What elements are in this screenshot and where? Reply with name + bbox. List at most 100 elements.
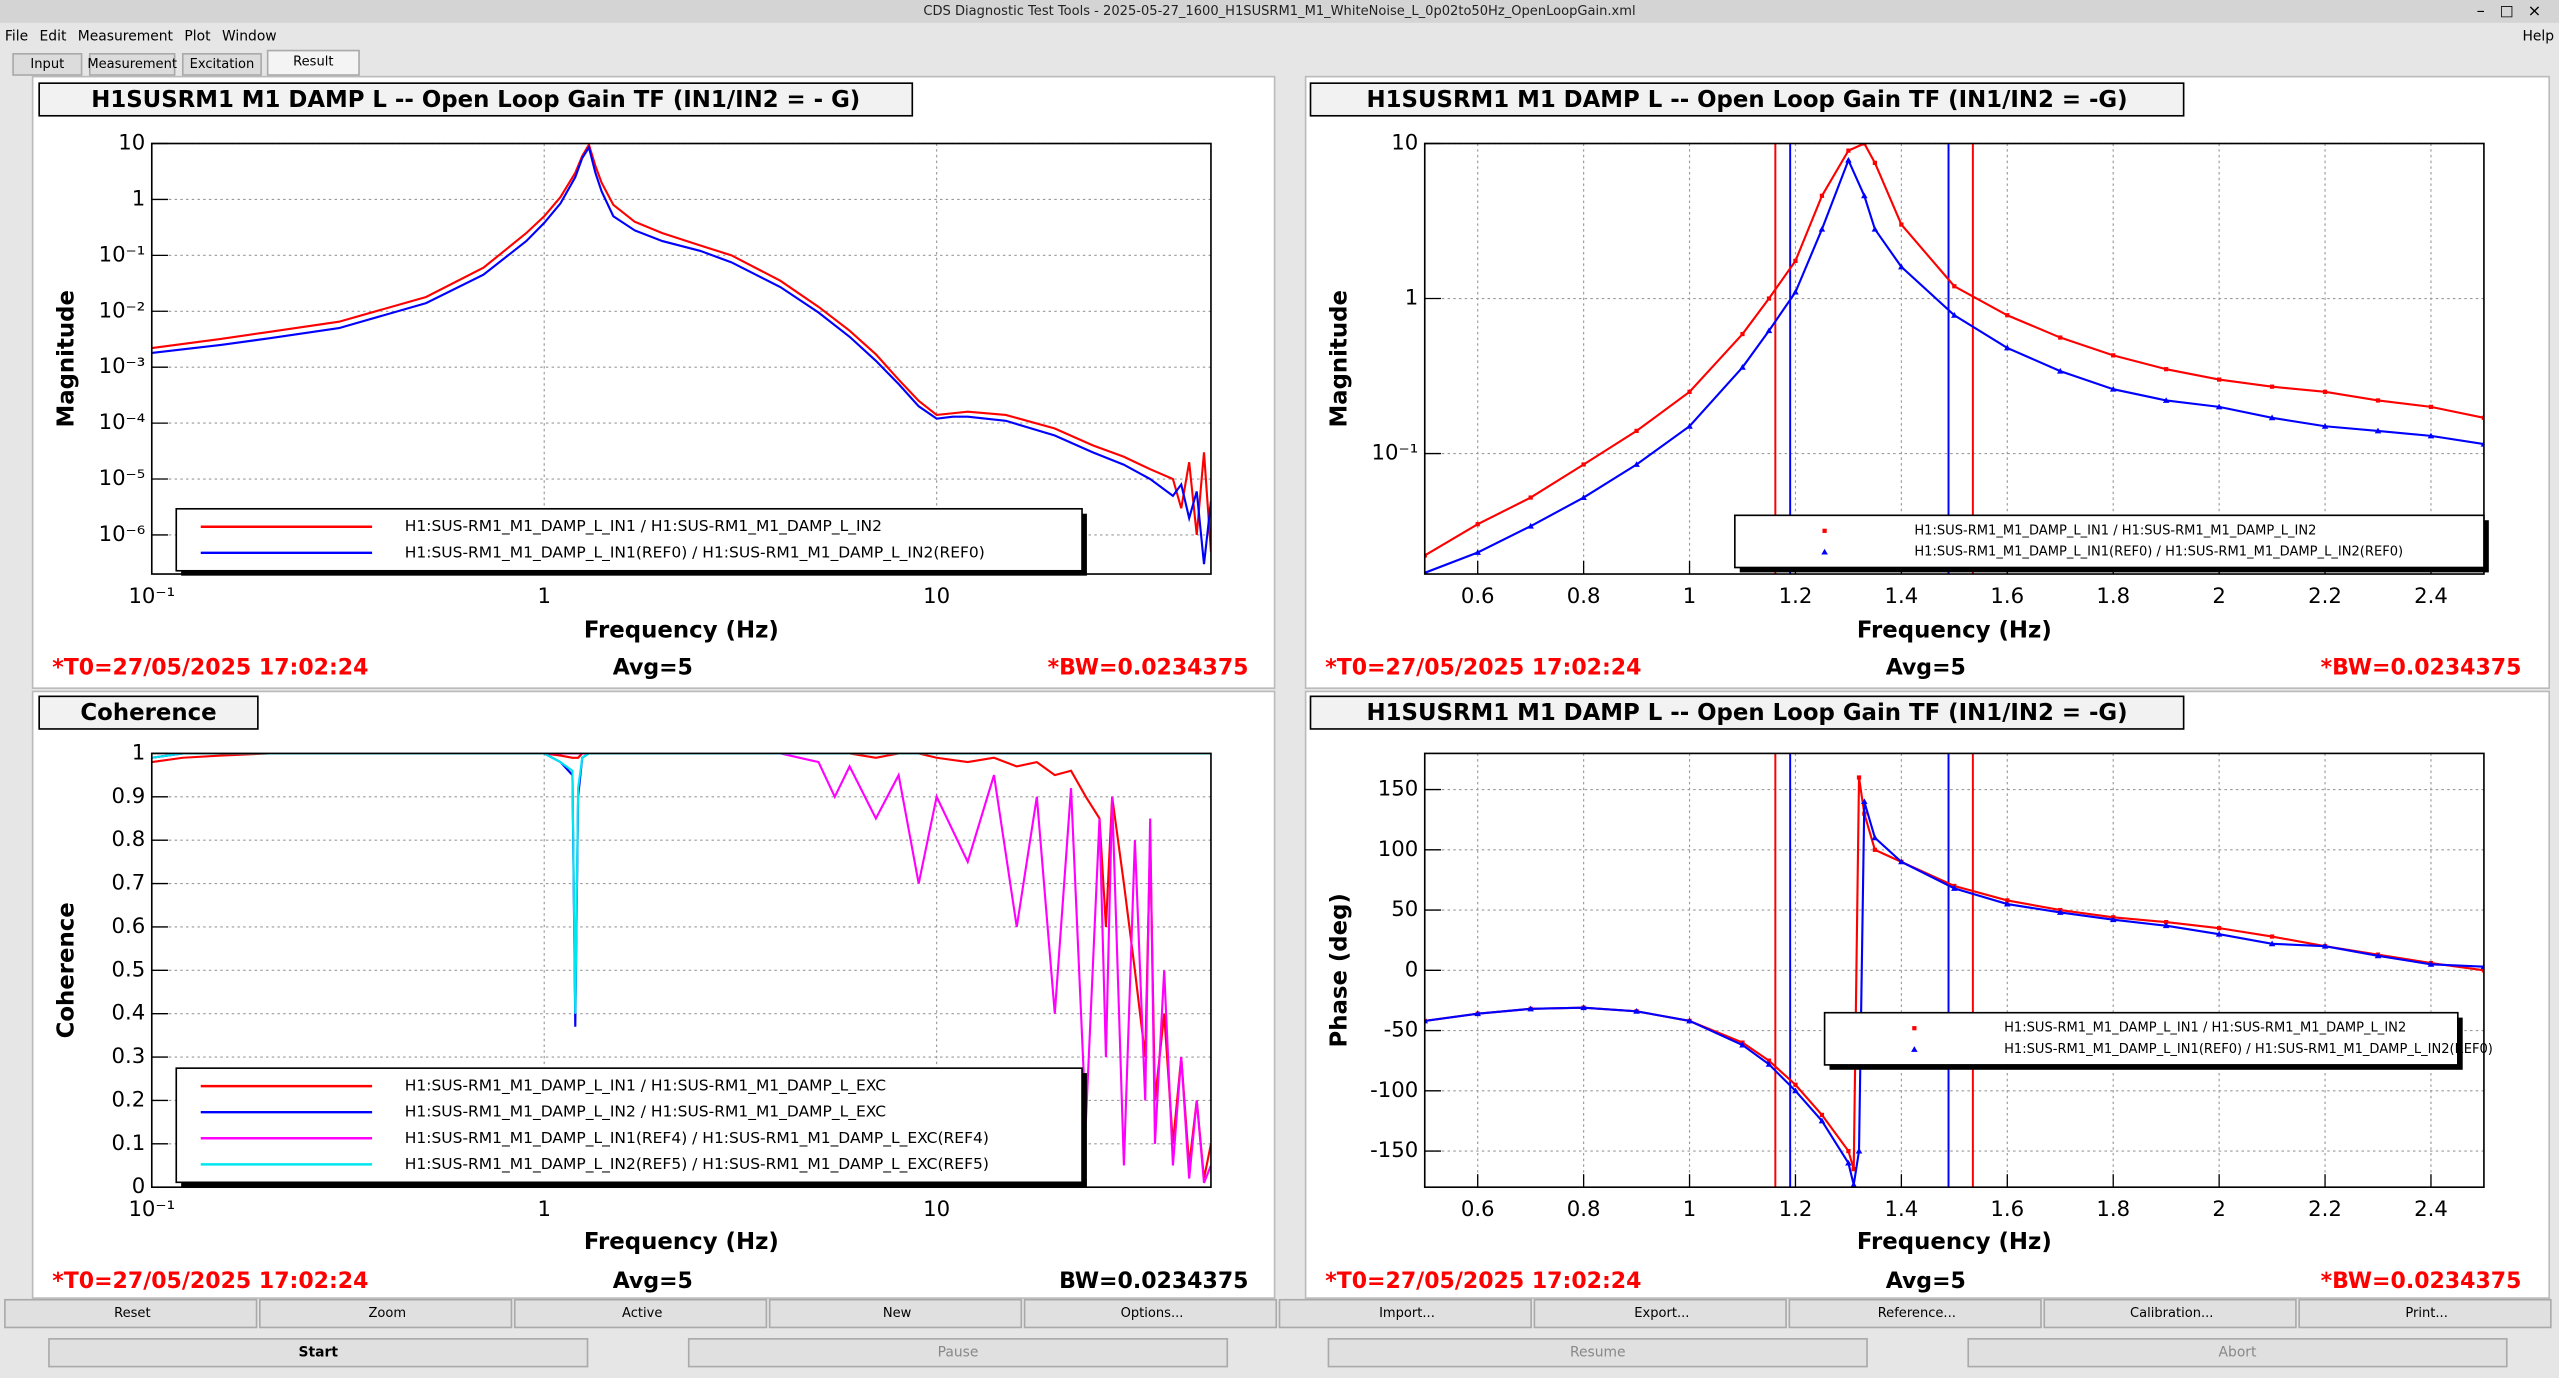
data-point <box>1871 225 1879 232</box>
legend-label: H1:SUS-RM1_M1_DAMP_L_IN1 / H1:SUS-RM1_M1… <box>2004 1021 2406 1036</box>
menu-item[interactable]: Plot <box>184 29 211 45</box>
button[interactable] <box>2298 1298 2552 1329</box>
y-tick-label: 0.9 <box>112 783 146 808</box>
data-point <box>1872 160 1878 165</box>
plot-title-box <box>1309 82 2185 117</box>
data-point <box>1424 553 1427 558</box>
control-button[interactable] <box>1967 1338 2508 1368</box>
button[interactable] <box>513 1298 768 1329</box>
button[interactable] <box>2043 1298 2297 1329</box>
menu-item[interactable]: Window <box>222 29 277 45</box>
footer-annotation: Avg=5 <box>1886 1269 1966 1294</box>
data-point <box>1580 1004 1587 1011</box>
y-tick-label: 0.3 <box>112 1043 146 1068</box>
data-point <box>2164 919 2169 925</box>
button-label[interactable]: Import... <box>1379 1306 1435 1321</box>
control-label[interactable]: Abort <box>2219 1345 2257 1361</box>
data-point <box>2004 344 2011 351</box>
control-label[interactable]: Pause <box>938 1345 979 1361</box>
plot-area <box>1424 753 2484 1188</box>
menu-item[interactable]: Measurement <box>78 29 174 45</box>
button-label[interactable]: Active <box>622 1306 662 1321</box>
legend-label: H1:SUS-RM1_M1_DAMP_L_IN1(REF4) / H1:SUS-… <box>405 1129 989 1148</box>
button[interactable] <box>768 1298 1023 1329</box>
button-label[interactable]: Reference... <box>1878 1306 1956 1321</box>
maximize-button[interactable]: □ <box>2500 2 2514 19</box>
button[interactable] <box>1278 1298 1532 1329</box>
tab[interactable] <box>88 52 176 76</box>
data-point <box>1871 834 1879 841</box>
y-tick-label: 0.5 <box>112 956 146 981</box>
menu-item[interactable]: File <box>5 29 28 45</box>
legend-label: H1:SUS-RM1_M1_DAMP_L_IN1(REF0) / H1:SUS-… <box>1914 545 2403 560</box>
button[interactable] <box>1788 1298 2042 1329</box>
button-label[interactable]: New <box>883 1306 912 1321</box>
control-button[interactable] <box>48 1338 589 1368</box>
y-tick-label: 10⁻⁵ <box>99 465 146 490</box>
tab[interactable] <box>181 52 262 76</box>
control-label[interactable]: Start <box>299 1345 339 1361</box>
legend-label: H1:SUS-RM1_M1_DAMP_L_IN2 / H1:SUS-RM1_M1… <box>405 1103 886 1122</box>
button[interactable] <box>1023 1298 1278 1329</box>
legend-label: H1:SUS-RM1_M1_DAMP_L_IN2(REF5) / H1:SUS-… <box>405 1155 989 1174</box>
tab[interactable] <box>266 49 360 76</box>
footer-annotation: BW=0.0234375 <box>1059 1269 1248 1294</box>
plot-title-box <box>1309 695 2185 730</box>
y-tick-label: 150 <box>1378 776 1418 801</box>
x-tick-label: 1.6 <box>1990 583 2024 608</box>
menu-item[interactable]: Help <box>2522 29 2554 45</box>
y-axis-label: Magnitude <box>53 290 79 427</box>
x-axis-label: Frequency (Hz) <box>1857 1229 2052 1255</box>
data-point <box>2269 934 2275 939</box>
button[interactable] <box>4 1298 258 1329</box>
control-label[interactable]: Resume <box>1570 1345 1626 1361</box>
button[interactable] <box>259 1298 513 1329</box>
data-point <box>2215 403 2223 410</box>
data-point <box>1845 156 1852 163</box>
control-button[interactable] <box>1327 1338 1868 1368</box>
data-point <box>1912 1026 1917 1031</box>
control-button[interactable] <box>687 1338 1229 1368</box>
x-tick-label: 1 <box>537 1196 550 1221</box>
button-label[interactable]: Zoom <box>368 1306 406 1321</box>
tab-label[interactable]: Result <box>293 54 333 69</box>
data-point <box>2162 397 2170 403</box>
x-tick-label: 1 <box>1683 583 1696 608</box>
data-point <box>2268 940 2276 947</box>
data-point <box>2427 432 2435 439</box>
menu-item[interactable]: Edit <box>40 29 67 45</box>
tab-label[interactable]: Input <box>30 57 64 72</box>
button[interactable] <box>1533 1298 1787 1329</box>
button-label[interactable]: Export... <box>1634 1306 1689 1321</box>
x-tick-label: 2 <box>2212 1196 2225 1221</box>
button-label[interactable]: Print... <box>2405 1306 2447 1321</box>
data-point <box>2481 415 2484 420</box>
close-button[interactable]: × <box>2528 1 2542 20</box>
data-point <box>1819 193 1825 198</box>
button-label[interactable]: Options... <box>1121 1306 1184 1321</box>
tab[interactable] <box>12 52 83 76</box>
data-point <box>1581 462 1586 467</box>
plot-title-box <box>38 695 259 730</box>
data-point <box>2217 377 2222 382</box>
plot-title: H1SUSRM1 M1 DAMP L -- Open Loop Gain TF … <box>1367 87 2128 113</box>
tab-label[interactable]: Measurement <box>87 57 177 72</box>
legend-box <box>1823 1011 2459 1066</box>
y-tick-label: 10⁻¹ <box>1372 440 1419 465</box>
y-tick-label: 0.4 <box>112 1000 146 1025</box>
tab-label[interactable]: Excitation <box>190 57 255 72</box>
y-tick-label: -50 <box>1384 1017 1419 1042</box>
x-axis-label: Frequency (Hz) <box>584 618 779 644</box>
x-tick-label: 1 <box>1683 1196 1696 1221</box>
x-tick-label: 1.8 <box>2096 583 2130 608</box>
data-point <box>1634 428 1639 434</box>
y-tick-label: 1 <box>1405 285 1418 310</box>
minimize-button[interactable]: – <box>2477 1 2485 20</box>
button-label[interactable]: Reset <box>114 1306 150 1321</box>
series-line <box>151 143 1211 552</box>
x-tick-label: 2.2 <box>2308 583 2342 608</box>
data-point <box>2428 404 2434 409</box>
button-label[interactable]: Calibration... <box>2130 1306 2213 1321</box>
x-tick-label: 0.8 <box>1567 583 1601 608</box>
data-point <box>1527 522 1534 529</box>
